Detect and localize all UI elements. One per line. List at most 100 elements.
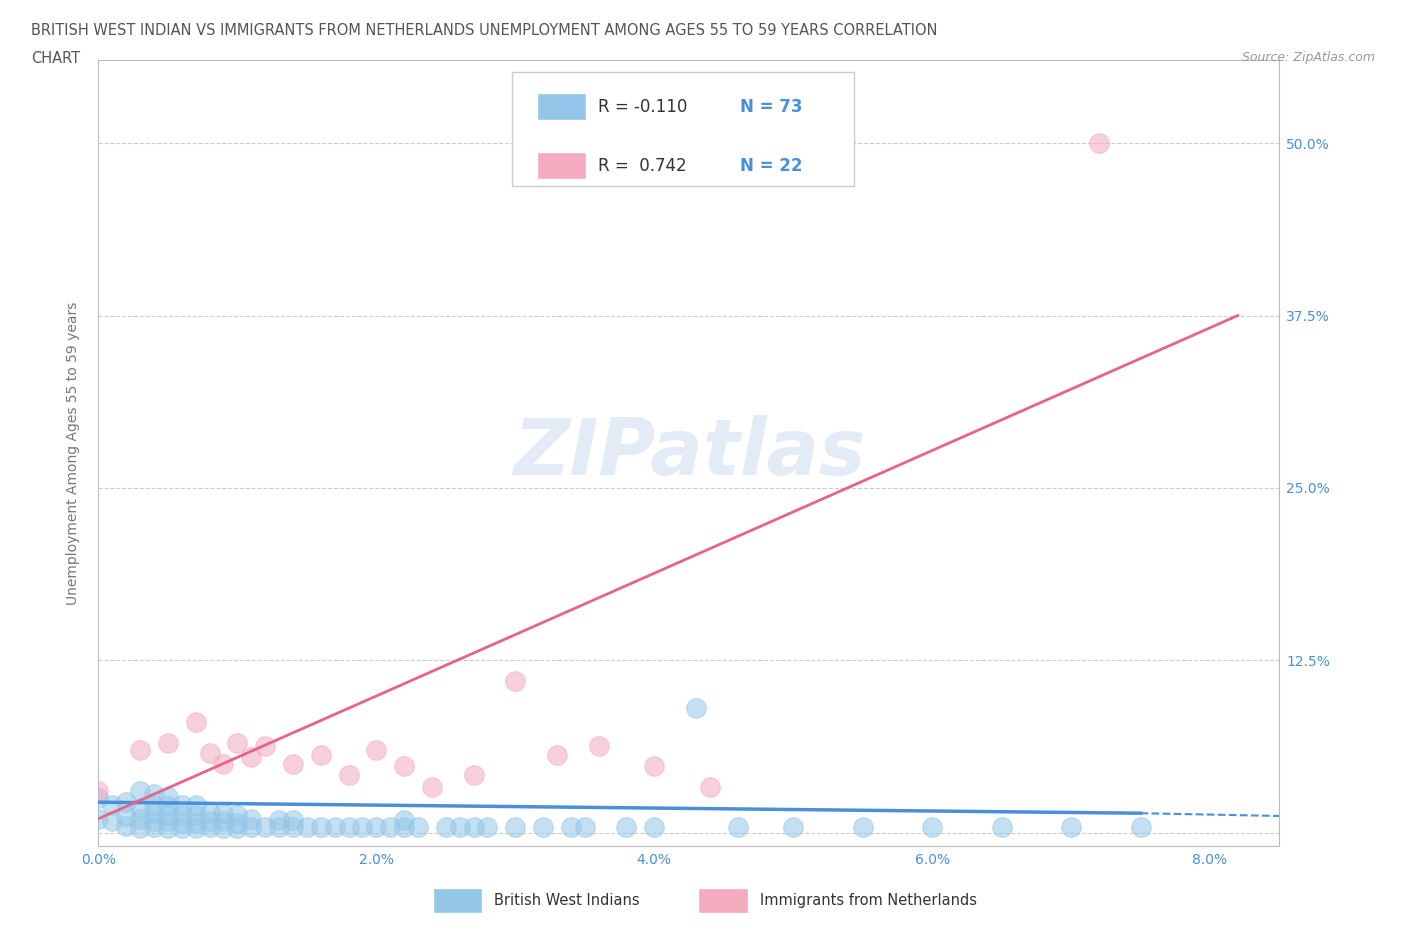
Point xyxy=(156,799,179,814)
Point xyxy=(309,819,332,834)
Point xyxy=(184,816,207,830)
Point xyxy=(143,819,166,834)
Point xyxy=(129,821,152,836)
Point xyxy=(643,819,665,834)
Point xyxy=(463,767,485,782)
Point xyxy=(782,819,804,834)
Point xyxy=(366,742,388,757)
Point xyxy=(143,814,166,829)
Point xyxy=(295,819,318,834)
Point xyxy=(115,808,138,823)
Point xyxy=(170,807,193,822)
Point xyxy=(198,814,221,829)
Point xyxy=(420,779,443,794)
Point xyxy=(380,819,402,834)
Point xyxy=(226,816,249,830)
Point xyxy=(143,798,166,813)
Text: N = 22: N = 22 xyxy=(740,157,803,175)
Point xyxy=(87,811,110,826)
Point xyxy=(170,816,193,830)
Point xyxy=(198,805,221,820)
Point xyxy=(852,819,875,834)
Point xyxy=(170,798,193,813)
Text: R =  0.742: R = 0.742 xyxy=(598,157,686,175)
Text: Source: ZipAtlas.com: Source: ZipAtlas.com xyxy=(1241,51,1375,64)
FancyBboxPatch shape xyxy=(537,153,586,179)
Point xyxy=(156,790,179,804)
Point xyxy=(727,819,749,834)
Point xyxy=(449,819,471,834)
Point xyxy=(87,784,110,799)
Point xyxy=(267,813,290,828)
Point xyxy=(392,759,415,774)
Point xyxy=(115,795,138,810)
Text: BRITISH WEST INDIAN VS IMMIGRANTS FROM NETHERLANDS UNEMPLOYMENT AMONG AGES 55 TO: BRITISH WEST INDIAN VS IMMIGRANTS FROM N… xyxy=(31,23,938,38)
Point xyxy=(198,745,221,760)
Point xyxy=(240,750,263,764)
FancyBboxPatch shape xyxy=(699,888,748,913)
Y-axis label: Unemployment Among Ages 55 to 59 years: Unemployment Among Ages 55 to 59 years xyxy=(66,301,80,605)
Point xyxy=(546,748,568,763)
Point xyxy=(392,813,415,828)
Point xyxy=(531,819,554,834)
Text: Immigrants from Netherlands: Immigrants from Netherlands xyxy=(759,893,977,908)
Point xyxy=(309,748,332,763)
Text: CHART: CHART xyxy=(31,51,80,66)
Point xyxy=(226,821,249,836)
Point xyxy=(184,715,207,730)
Text: R = -0.110: R = -0.110 xyxy=(598,98,688,116)
Point xyxy=(212,821,235,836)
Point xyxy=(352,819,374,834)
Point xyxy=(129,784,152,799)
Point xyxy=(392,819,415,834)
Point xyxy=(184,807,207,822)
Point xyxy=(323,819,346,834)
Point xyxy=(198,819,221,834)
Point xyxy=(699,779,721,794)
Point xyxy=(226,807,249,822)
Point xyxy=(366,819,388,834)
Point xyxy=(212,756,235,771)
Point xyxy=(212,814,235,829)
Point xyxy=(129,800,152,815)
Point xyxy=(588,738,610,753)
Point xyxy=(101,798,124,813)
FancyBboxPatch shape xyxy=(537,93,586,120)
FancyBboxPatch shape xyxy=(512,73,855,186)
Point xyxy=(156,814,179,829)
Point xyxy=(184,798,207,813)
Point xyxy=(560,819,582,834)
Point xyxy=(129,742,152,757)
Point xyxy=(434,819,457,834)
Point xyxy=(156,807,179,822)
Point xyxy=(101,814,124,829)
Point xyxy=(143,787,166,802)
Point xyxy=(616,819,638,834)
Point xyxy=(226,736,249,751)
Point xyxy=(170,821,193,836)
Text: ZIPatlas: ZIPatlas xyxy=(513,416,865,491)
Point xyxy=(574,819,596,834)
Point xyxy=(337,819,360,834)
Point xyxy=(254,819,277,834)
Point xyxy=(240,811,263,826)
Point xyxy=(281,813,304,828)
Point xyxy=(281,819,304,834)
Point xyxy=(87,790,110,805)
Point xyxy=(477,819,499,834)
Point xyxy=(129,811,152,826)
Point xyxy=(254,738,277,753)
Point xyxy=(115,818,138,833)
Point xyxy=(212,805,235,820)
Point xyxy=(156,821,179,836)
Point xyxy=(503,673,526,688)
Point xyxy=(143,805,166,820)
Point xyxy=(1088,136,1111,151)
Point xyxy=(1129,819,1152,834)
Point xyxy=(281,756,304,771)
Point xyxy=(1060,819,1083,834)
Point xyxy=(267,819,290,834)
Point xyxy=(503,819,526,834)
FancyBboxPatch shape xyxy=(433,888,482,913)
Point xyxy=(406,819,429,834)
